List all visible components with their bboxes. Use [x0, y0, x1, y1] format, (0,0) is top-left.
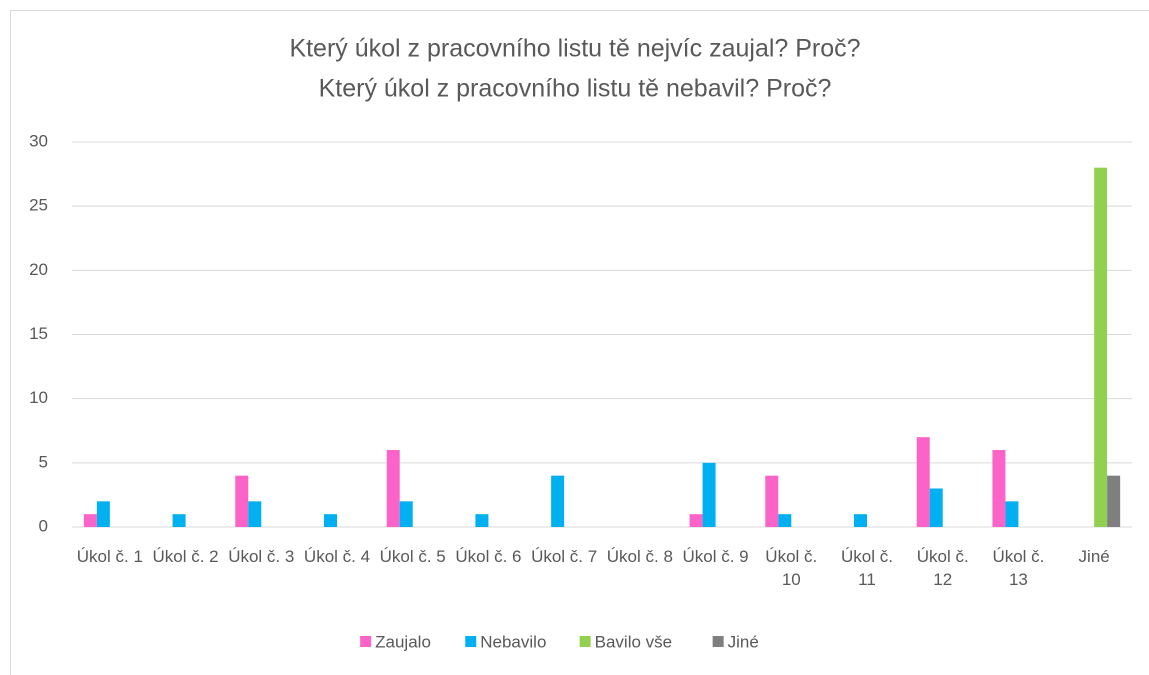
bar: [929, 488, 943, 527]
bar: [1094, 167, 1108, 527]
legend-swatch: [360, 636, 372, 647]
bar: [172, 514, 186, 527]
x-tick-label: Úkol č. 7: [531, 547, 598, 566]
legend-label: Bavilo vše: [595, 632, 672, 651]
y-tick-label: 20: [29, 260, 48, 279]
legend-label: Jiné: [728, 632, 759, 651]
x-tick-label: Úkol č. 13: [992, 547, 1045, 589]
x-tick-label: Úkol č. 4: [303, 547, 371, 566]
bar: [689, 514, 703, 527]
y-tick-label: 5: [39, 452, 48, 471]
bar: [1005, 501, 1019, 527]
bar: [992, 450, 1006, 527]
bar: [83, 514, 97, 527]
x-tick-label: Úkol č. 2: [152, 547, 219, 566]
bar: [854, 514, 867, 527]
x-tick-label: Úkol č. 8: [606, 547, 673, 566]
y-tick-label: 10: [29, 388, 48, 407]
bar: [386, 450, 400, 527]
legend-swatch: [712, 636, 724, 647]
y-tick-label: 15: [29, 324, 48, 343]
x-tick-label: Úkol č. 9: [682, 547, 749, 566]
chart-title: Který úkol z pracovního listu tě nebavil…: [319, 75, 832, 103]
x-tick-label: Úkol č. 11: [841, 547, 893, 589]
y-tick-label: 0: [39, 516, 48, 535]
legend-label: Nebavilo: [480, 632, 546, 651]
bar: [765, 475, 779, 527]
legend-swatch: [465, 636, 477, 647]
x-tick-label: Úkol č. 12: [916, 547, 969, 589]
bar: [248, 501, 262, 527]
y-tick-label: 30: [29, 131, 48, 150]
x-tick-label: Jiné: [1078, 547, 1110, 566]
x-tick-label: Úkol č. 5: [379, 547, 446, 566]
chart-title: Který úkol z pracovního listu tě nejvíc …: [289, 35, 860, 63]
bar: [778, 514, 792, 527]
bar: [702, 462, 716, 527]
bar: [1107, 475, 1121, 527]
bar: [551, 475, 565, 527]
bar: [916, 437, 930, 527]
bar: [399, 501, 413, 527]
bar: [235, 475, 249, 527]
bar: [324, 514, 337, 527]
x-tick-label: Úkol č. 3: [228, 547, 295, 566]
legend-swatch: [579, 636, 591, 647]
bar: [96, 501, 110, 527]
x-tick-label: Úkol č. 6: [455, 547, 522, 566]
legend-label: Zaujalo: [375, 632, 431, 651]
x-tick-label: Úkol č. 10: [765, 547, 818, 589]
x-tick-label: Úkol č. 1: [76, 547, 143, 566]
bar: [475, 514, 489, 527]
chart-border: [10, 10, 1149, 675]
y-tick-label: 25: [29, 196, 48, 215]
